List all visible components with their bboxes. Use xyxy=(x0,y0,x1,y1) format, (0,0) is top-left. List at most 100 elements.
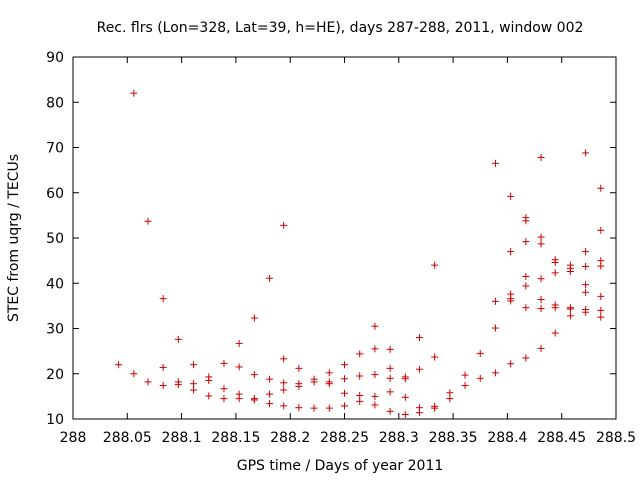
data-point xyxy=(144,217,152,225)
data-point xyxy=(597,306,605,314)
data-point xyxy=(522,272,530,280)
data-point xyxy=(266,400,274,408)
data-point xyxy=(431,404,439,412)
data-point xyxy=(280,386,288,394)
data-point xyxy=(341,375,348,383)
data-point xyxy=(235,395,243,403)
data-point xyxy=(205,392,213,400)
data-point xyxy=(295,404,303,412)
data-point xyxy=(371,371,379,379)
data-point xyxy=(537,275,545,283)
data-point xyxy=(582,248,590,256)
data-point xyxy=(461,371,469,379)
data-point xyxy=(507,192,515,200)
data-point xyxy=(491,369,499,377)
data-point xyxy=(266,375,274,383)
data-point xyxy=(341,402,348,410)
data-point xyxy=(597,313,605,321)
data-point xyxy=(415,365,423,373)
y-tick-label: 10 xyxy=(46,412,64,428)
data-point xyxy=(220,359,228,367)
data-point xyxy=(159,295,167,303)
data-point xyxy=(371,345,379,353)
data-point xyxy=(295,364,303,372)
data-point xyxy=(386,407,394,415)
data-point xyxy=(537,344,545,352)
data-point xyxy=(507,297,515,305)
x-tick-label: 288.5 xyxy=(596,430,636,446)
data-point xyxy=(476,374,484,382)
x-tick-label: 288.05 xyxy=(103,430,152,446)
y-tick-label: 70 xyxy=(46,141,64,157)
data-point xyxy=(582,308,590,316)
data-point xyxy=(522,238,530,246)
data-point xyxy=(597,262,605,270)
data-point xyxy=(551,329,559,337)
data-point xyxy=(356,391,364,399)
data-point xyxy=(415,334,423,342)
data-point xyxy=(190,361,198,369)
data-point xyxy=(446,389,454,397)
data-point xyxy=(537,153,545,161)
data-point xyxy=(597,226,605,234)
x-tick-label: 288 xyxy=(60,430,87,446)
y-tick-label: 60 xyxy=(46,186,64,202)
data-point xyxy=(235,363,243,371)
data-point xyxy=(266,274,274,282)
data-point xyxy=(295,382,303,390)
data-point xyxy=(341,361,348,369)
data-point xyxy=(401,410,409,418)
data-point xyxy=(310,404,318,412)
data-point xyxy=(537,296,545,304)
data-point xyxy=(491,297,499,305)
data-point xyxy=(325,380,333,388)
data-point xyxy=(115,361,123,369)
x-tick-label: 288.2 xyxy=(270,430,310,446)
data-point xyxy=(431,261,439,269)
data-point xyxy=(235,339,243,347)
data-point xyxy=(159,382,167,390)
data-point xyxy=(522,304,530,312)
y-tick-label: 80 xyxy=(46,95,64,111)
x-tick-label: 288.45 xyxy=(537,430,586,446)
data-point xyxy=(566,305,574,313)
y-tick-label: 30 xyxy=(46,322,64,338)
data-point xyxy=(491,324,499,332)
data-point xyxy=(371,401,379,409)
data-point xyxy=(280,221,288,229)
data-point xyxy=(266,390,274,398)
data-point xyxy=(190,386,198,394)
y-tick-label: 50 xyxy=(46,231,64,247)
data-point xyxy=(415,409,423,417)
data-point xyxy=(401,375,409,383)
data-point xyxy=(130,89,138,97)
data-point xyxy=(582,149,590,157)
x-tick-label: 288.3 xyxy=(379,430,419,446)
data-point xyxy=(582,281,590,289)
data-point xyxy=(205,377,213,385)
data-point xyxy=(582,263,590,271)
data-point xyxy=(280,355,288,363)
data-point xyxy=(280,402,288,410)
data-point xyxy=(371,322,379,330)
data-point xyxy=(522,282,530,290)
data-point xyxy=(250,314,258,322)
y-axis: 10 20 30 40 50 60 70 80 90 xyxy=(46,50,616,428)
x-tick-label: 288.25 xyxy=(320,430,369,446)
x-axis: 288 288.05 288.1 288.15 288.2 288.25 288.3 288.… xyxy=(60,57,636,446)
data-point xyxy=(356,397,364,405)
data-point xyxy=(401,393,409,401)
data-point xyxy=(507,360,515,368)
data-point xyxy=(507,248,515,256)
data-point xyxy=(537,233,545,241)
data-point xyxy=(551,258,559,266)
x-axis-label: GPS time / Days of year 2011 xyxy=(237,458,444,474)
data-point xyxy=(537,305,545,313)
data-points xyxy=(115,89,605,418)
data-point xyxy=(386,345,394,353)
x-tick-label: 288.4 xyxy=(487,430,527,446)
data-point xyxy=(325,404,333,412)
data-point xyxy=(310,378,318,386)
